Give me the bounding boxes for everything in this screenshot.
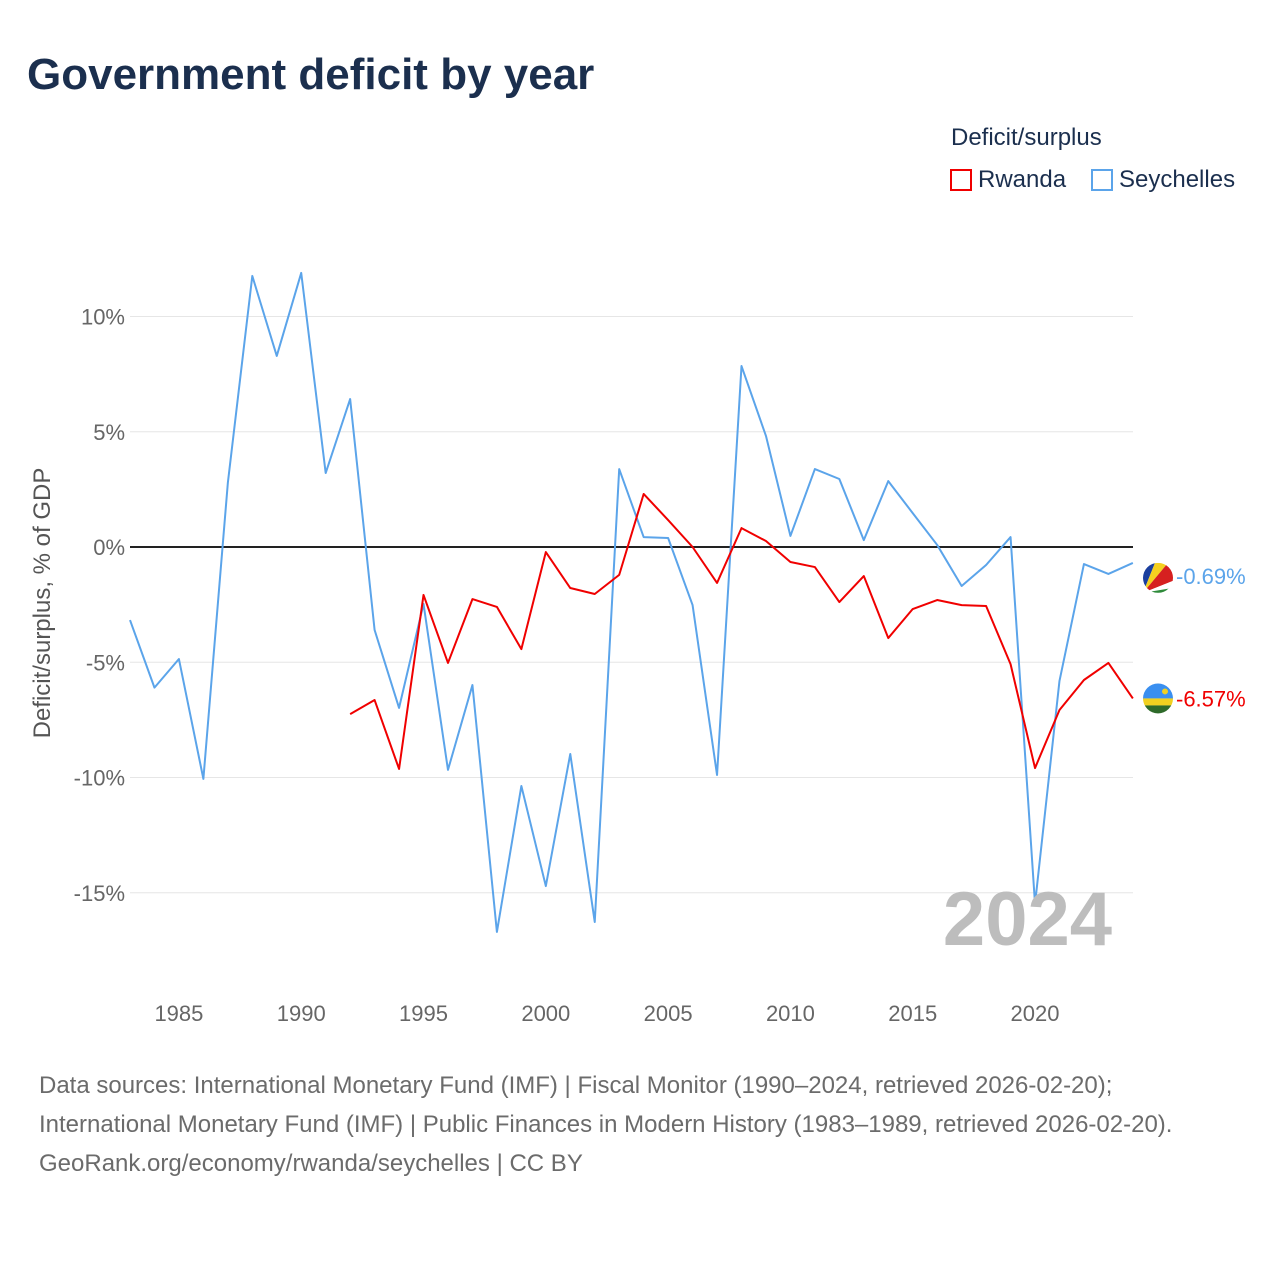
flag-green: [1143, 705, 1173, 714]
series-line-seychelles: [129, 271, 1134, 933]
y-tick-label: -10%: [74, 766, 125, 791]
flag-ray: [1143, 562, 1173, 593]
chart-title: Government deficit by year: [27, 50, 595, 99]
x-tick-label: 2020: [1011, 1001, 1060, 1026]
y-tick-label: 0%: [93, 535, 125, 560]
flag-sun: [1162, 688, 1168, 695]
end-value-label: -0.69%: [1176, 564, 1246, 589]
line-chart: Deficit/surplus, % of GDP 10% 5% 0% -5% -10%…: [29, 271, 1246, 1026]
seychelles-flag-icon: [1143, 562, 1173, 593]
sources: Data sources: International Monetary Fun…: [39, 1066, 1239, 1183]
legend-label: Rwanda: [978, 166, 1067, 193]
end-value-label: -6.57%: [1176, 686, 1246, 711]
y-tick-label: 10%: [81, 305, 125, 330]
flag-yellow: [1143, 698, 1173, 706]
x-tick-label: 1985: [154, 1001, 203, 1026]
flag-ray: [1143, 580, 1173, 593]
x-tick-label: 1990: [277, 1001, 326, 1026]
data-sources-text: Data sources: International Monetary Fun…: [39, 1072, 1173, 1138]
legend-item-seychelles[interactable]: Seychelles: [1091, 166, 1235, 194]
legend-item-rwanda[interactable]: Rwanda: [950, 166, 1066, 194]
flag-blue: [1143, 683, 1173, 699]
y-tick-label: -15%: [74, 881, 125, 906]
flag-body: [1143, 562, 1173, 593]
x-tick-label: 2005: [644, 1001, 693, 1026]
legend-title: Deficit/surplus: [951, 124, 1102, 151]
legend-swatch: [1091, 169, 1113, 191]
x-tick-label: 1995: [399, 1001, 448, 1026]
year-watermark: 2024: [943, 877, 1112, 962]
x-tick-label: 2015: [888, 1001, 937, 1026]
y-tick-label: -5%: [86, 650, 125, 675]
series-line-rwanda: [349, 492, 1134, 770]
x-tick-label: 2010: [766, 1001, 815, 1026]
rwanda-flag-icon: [1143, 683, 1173, 714]
y-axis-label: Deficit/surplus, % of GDP: [29, 468, 56, 739]
y-tick-label: 5%: [93, 420, 125, 445]
legend-label: Seychelles: [1119, 166, 1236, 193]
attribution-link[interactable]: GeoRank.org/economy/rwanda/seychelles | …: [39, 1150, 583, 1177]
x-tick-label: 2000: [521, 1001, 570, 1026]
legend-swatch: [950, 169, 972, 191]
flag-body: [1143, 683, 1173, 714]
